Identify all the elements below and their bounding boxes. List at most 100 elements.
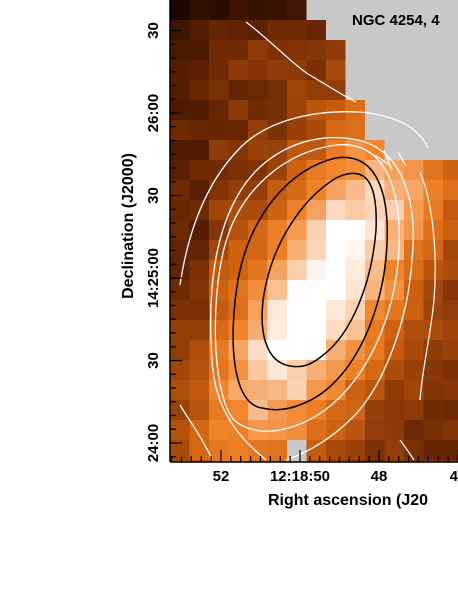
heatmap-pixel bbox=[228, 120, 249, 141]
heatmap-pixel bbox=[443, 320, 458, 341]
heatmap-pixel bbox=[384, 360, 405, 381]
heatmap-pixel bbox=[345, 460, 366, 462]
heatmap-pixel bbox=[423, 200, 444, 221]
heatmap-pixel bbox=[189, 260, 210, 281]
heatmap-pixel bbox=[443, 420, 458, 441]
heatmap-pixel bbox=[189, 300, 210, 321]
heatmap-pixel bbox=[209, 160, 230, 181]
heatmap-pixel bbox=[248, 240, 269, 261]
heatmap-pixel bbox=[326, 280, 347, 301]
heatmap-pixel bbox=[423, 260, 444, 281]
heatmap-pixel bbox=[326, 220, 347, 241]
heatmap-pixel bbox=[404, 40, 425, 61]
heatmap-pixel bbox=[228, 160, 249, 181]
heatmap-pixel bbox=[189, 360, 210, 381]
heatmap-pixel bbox=[248, 220, 269, 241]
heatmap-pixel bbox=[326, 0, 347, 21]
heatmap-pixel bbox=[248, 60, 269, 81]
heatmap-pixel bbox=[365, 100, 386, 121]
heatmap-pixel bbox=[287, 280, 308, 301]
heatmap-pixel bbox=[248, 80, 269, 101]
heatmap-pixel bbox=[345, 320, 366, 341]
heatmap-pixel bbox=[365, 140, 386, 161]
y-tick-label: 30 bbox=[145, 187, 162, 204]
heatmap-pixel bbox=[345, 20, 366, 41]
heatmap-pixel bbox=[170, 160, 191, 181]
heatmap-pixel bbox=[306, 340, 327, 361]
axes-frame bbox=[169, 0, 458, 463]
contour-black-inner bbox=[261, 172, 377, 368]
heatmap-pixel bbox=[345, 260, 366, 281]
heatmap-pixel bbox=[326, 180, 347, 201]
heatmap-pixel bbox=[189, 320, 210, 341]
heatmap-pixel bbox=[404, 340, 425, 361]
heatmap-pixel bbox=[189, 280, 210, 301]
heatmap-pixel bbox=[228, 440, 249, 461]
heatmap-pixel bbox=[170, 300, 191, 321]
heatmap-pixel bbox=[365, 40, 386, 61]
heatmap-pixel bbox=[209, 100, 230, 121]
heatmap-pixel bbox=[423, 20, 444, 41]
heatmap-pixel bbox=[365, 200, 386, 221]
heatmap-pixel bbox=[228, 360, 249, 381]
y-tick-label: 26:00 bbox=[145, 94, 162, 132]
heatmap-pixel bbox=[306, 260, 327, 281]
heatmap-pixel bbox=[384, 40, 405, 61]
heatmap-pixel bbox=[423, 0, 444, 21]
heatmap-pixel bbox=[170, 360, 191, 381]
heatmap-pixel bbox=[189, 120, 210, 141]
heatmap-pixel bbox=[326, 120, 347, 141]
heatmap-pixel bbox=[404, 0, 425, 21]
heatmap-pixel bbox=[423, 400, 444, 421]
heatmap-pixel bbox=[170, 420, 191, 441]
heatmap-pixel bbox=[228, 220, 249, 241]
heatmap-pixel bbox=[443, 280, 458, 301]
heatmap-pixel bbox=[365, 360, 386, 381]
heatmap-pixel bbox=[384, 0, 405, 21]
heatmap-pixel bbox=[189, 20, 210, 41]
heatmap-pixel bbox=[170, 260, 191, 281]
heatmap-pixel bbox=[345, 220, 366, 241]
contour-lines bbox=[179, 21, 436, 461]
heatmap-pixel bbox=[384, 80, 405, 101]
y-axis-label: Declination (J2000) bbox=[120, 153, 137, 299]
heatmap-pixel bbox=[267, 260, 288, 281]
heatmap-pixel bbox=[345, 200, 366, 221]
heatmap-pixel bbox=[209, 460, 230, 462]
heatmap-pixel bbox=[170, 120, 191, 141]
heatmap-pixel bbox=[209, 40, 230, 61]
y-tick-label: 30 bbox=[145, 22, 162, 39]
heatmap-pixel bbox=[423, 280, 444, 301]
heatmap-pixel bbox=[365, 120, 386, 141]
heatmap-pixel bbox=[248, 460, 269, 462]
heatmap-pixel bbox=[306, 440, 327, 461]
contour-white-north-2 bbox=[371, 149, 407, 171]
heatmap-pixel bbox=[267, 360, 288, 381]
heatmap-pixel bbox=[306, 60, 327, 81]
heatmap-image bbox=[170, 0, 458, 462]
heatmap-pixel bbox=[209, 420, 230, 441]
heatmap-pixel bbox=[287, 420, 308, 441]
heatmap-pixel bbox=[443, 260, 458, 281]
heatmap-pixel bbox=[228, 200, 249, 221]
heatmap-pixel bbox=[267, 440, 288, 461]
heatmap-pixel bbox=[384, 120, 405, 141]
heatmap-pixel bbox=[267, 340, 288, 361]
heatmap-pixel bbox=[423, 160, 444, 181]
heatmap-pixel bbox=[423, 440, 444, 461]
heatmap-pixel bbox=[170, 180, 191, 201]
heatmap-pixel bbox=[404, 140, 425, 161]
heatmap-pixel bbox=[384, 380, 405, 401]
heatmap-pixel bbox=[326, 440, 347, 461]
heatmap-pixel bbox=[326, 40, 347, 61]
x-tick-label: 52 bbox=[213, 468, 230, 485]
heatmap-pixel bbox=[443, 360, 458, 381]
heatmap-pixel bbox=[443, 80, 458, 101]
heatmap-pixel bbox=[189, 160, 210, 181]
heatmap-pixel bbox=[384, 180, 405, 201]
heatmap-pixel bbox=[287, 160, 308, 181]
heatmap-pixel bbox=[443, 460, 458, 462]
y-tick-label: 30 bbox=[145, 352, 162, 369]
heatmap-pixel bbox=[443, 0, 458, 21]
heatmap-pixel bbox=[287, 140, 308, 161]
